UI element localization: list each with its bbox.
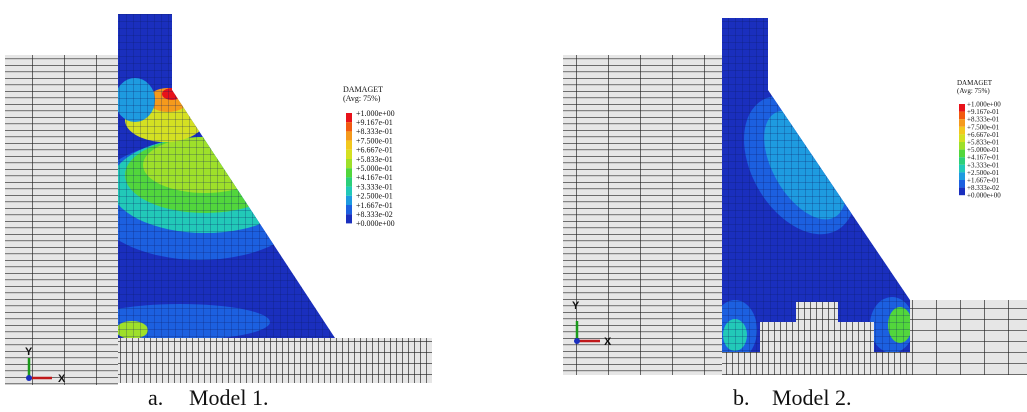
- legend-label: +6.667e-01: [356, 146, 393, 155]
- legend-swatch: [346, 187, 352, 196]
- legend-label: +7.500e-01: [356, 136, 393, 145]
- legend-title: DAMAGET: [957, 79, 993, 87]
- legend-swatch: [346, 113, 352, 122]
- soil-block: [5, 55, 118, 385]
- legend-swatch: [959, 142, 965, 150]
- legend-swatch: [959, 127, 965, 135]
- legend-label: +2.500e-01: [356, 192, 393, 201]
- legend-subtitle: (Avg: 75%): [343, 94, 381, 103]
- legend-swatch: [959, 134, 965, 142]
- legend-swatch: [346, 150, 352, 159]
- legend-label: +1.000e+00: [356, 109, 395, 118]
- legend-swatch: [346, 122, 352, 131]
- legend-swatch: [959, 112, 965, 120]
- dam-contour: [90, 14, 338, 344]
- legend-swatch: [346, 131, 352, 140]
- legend-label: +5.000e-01: [356, 164, 393, 173]
- legend-swatch: [346, 177, 352, 186]
- caption-label: a.: [148, 385, 163, 410]
- axis-label: Y: [25, 346, 33, 358]
- legend-label: +0.000e+00: [967, 192, 1001, 200]
- legend-subtitle: (Avg: 75%): [957, 87, 990, 95]
- legend-label: +8.333e-01: [356, 127, 393, 136]
- legend-swatch: [959, 104, 965, 112]
- caption: Model 2.: [772, 385, 851, 410]
- legend-swatch: [346, 141, 352, 150]
- axis-label: X: [604, 336, 612, 348]
- legend-swatch: [346, 205, 352, 214]
- caption: Model 1.: [189, 385, 268, 410]
- legend-label: +1.667e-01: [356, 201, 393, 210]
- legend-swatch: [959, 180, 965, 188]
- legend-label: +0.000e+00: [356, 219, 395, 228]
- legend-swatch: [959, 157, 965, 165]
- legend-swatch: [346, 196, 352, 205]
- axis-label: X: [58, 373, 66, 385]
- legend-swatch: [346, 214, 352, 223]
- soil-block: [910, 300, 1027, 375]
- figure: Y X Y X a. Model 1. b. Model 2. DAMAGET(…: [0, 0, 1027, 412]
- legend-label: +9.167e-01: [356, 118, 393, 127]
- legend-swatch: [959, 165, 965, 173]
- legend-label: +3.333e-01: [356, 182, 393, 191]
- legend-swatch: [959, 172, 965, 180]
- legend-label: +5.833e-01: [356, 155, 393, 164]
- axis-label: Y: [572, 300, 580, 312]
- legend-swatch: [959, 188, 965, 196]
- caption-label: b.: [733, 385, 750, 410]
- foundation: [118, 338, 432, 383]
- legend-label: +8.333e-02: [356, 210, 393, 219]
- soil-block: [563, 55, 722, 375]
- legend-label: +4.167e-01: [356, 173, 393, 182]
- panel-b: [563, 18, 1027, 375]
- legend-title: DAMAGET: [343, 85, 383, 94]
- legend-swatch: [959, 150, 965, 158]
- legend-swatch: [959, 119, 965, 127]
- legend-swatch: [346, 159, 352, 168]
- legend-swatch: [346, 168, 352, 177]
